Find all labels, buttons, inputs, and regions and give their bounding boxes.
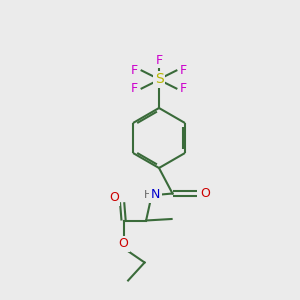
Text: O: O <box>201 187 210 200</box>
Text: F: F <box>180 82 187 95</box>
Text: O: O <box>119 237 128 250</box>
Text: O: O <box>109 191 118 204</box>
Text: F: F <box>155 53 163 67</box>
Text: F: F <box>131 64 138 77</box>
Text: F: F <box>180 64 187 77</box>
Text: S: S <box>154 73 164 86</box>
Text: F: F <box>131 82 138 95</box>
Text: H: H <box>143 190 152 200</box>
Text: N: N <box>151 188 160 202</box>
